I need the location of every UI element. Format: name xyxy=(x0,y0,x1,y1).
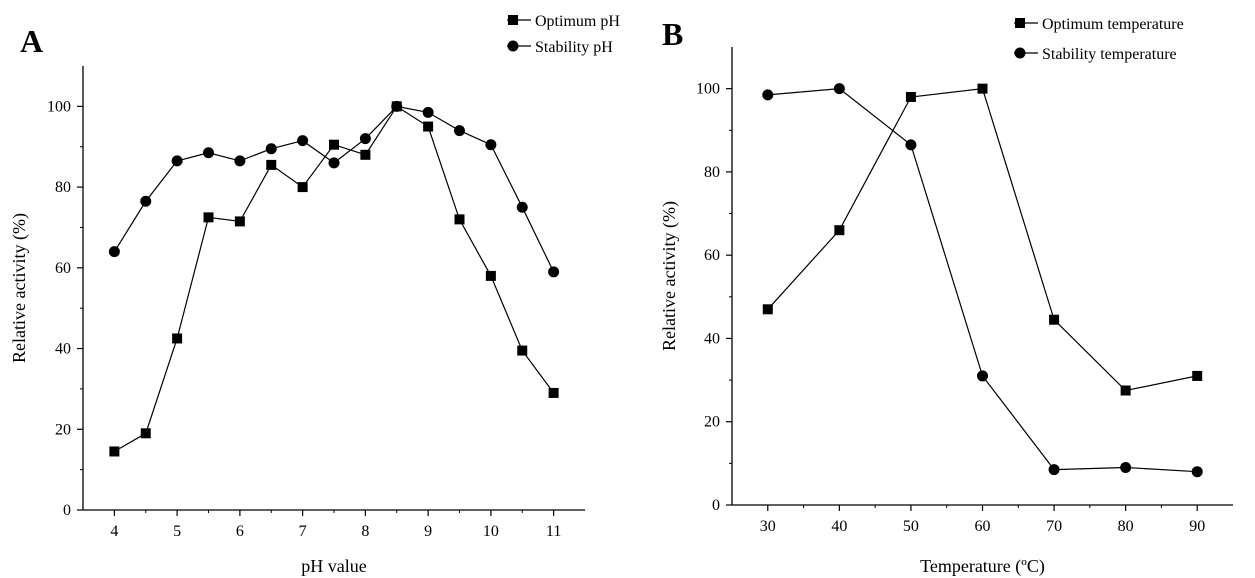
chart-a-stability-ph-line xyxy=(113,105,555,273)
chart-a-stability-ph-point xyxy=(171,155,183,167)
chart-a-y-tick-label: 80 xyxy=(55,179,71,196)
chart-a-legend-label: Optimum pH xyxy=(535,13,620,30)
chart-b-optimum-temperature-point xyxy=(977,83,988,94)
chart-a: A 0 20 40 60 80 100 4 5 6 7 8 9 10 11 Relative activity… xyxy=(9,13,620,576)
chart-b-x-tick-label: 60 xyxy=(975,518,991,535)
chart-a-y-tick-label: 60 xyxy=(55,260,71,277)
chart-b-stability-temperature-point xyxy=(1048,464,1060,476)
chart-b-x-tick-label: 90 xyxy=(1189,518,1205,535)
chart-a-optimum-ph-point xyxy=(203,212,214,223)
chart-a-optimum-ph-point xyxy=(266,159,277,170)
chart-b-x-tick-label: 80 xyxy=(1118,518,1134,535)
chart-b-y-tick-label: 20 xyxy=(704,414,720,431)
chart-a-optimum-ph-series xyxy=(109,101,559,457)
chart-b-panel-letter: B xyxy=(662,16,683,52)
chart-a-optimum-ph-point xyxy=(548,387,559,398)
chart-a-stability-ph-point xyxy=(391,100,403,112)
chart-a-optimum-ph-point xyxy=(423,121,434,132)
chart-a-optimum-ph-point xyxy=(360,149,371,160)
chart-a-optimum-ph-point xyxy=(109,446,120,457)
chart-b-optimum-temperature-point xyxy=(1120,385,1131,396)
chart-a-stability-ph-point xyxy=(328,157,340,169)
chart-a-stability-ph-point xyxy=(140,195,152,207)
chart-b-x-axis-title: Temperature (ºC) xyxy=(920,556,1045,577)
chart-b-x-tick-label: 50 xyxy=(903,518,919,535)
chart-a-optimum-ph-point xyxy=(297,182,308,193)
chart-a-optimum-ph-point xyxy=(485,270,496,281)
chart-a-optimum-ph-point xyxy=(517,345,528,356)
chart-b-stability-temperature-point xyxy=(1120,462,1132,474)
chart-a-optimum-ph-point xyxy=(454,214,465,225)
chart-b-legend-entry: Stability temperature xyxy=(1014,46,1177,63)
chart-a-x-tick-label: 11 xyxy=(546,523,561,540)
chart-a-optimum-ph-point xyxy=(234,216,245,227)
chart-a-stability-ph-point xyxy=(516,201,528,213)
chart-b-stability-temperature-series xyxy=(762,83,1203,478)
chart-a-x-tick-label: 9 xyxy=(424,523,432,540)
chart-a-optimum-ph-point xyxy=(140,428,151,439)
chart-a-stability-ph-point xyxy=(359,133,371,145)
chart-a-optimum-ph-point xyxy=(172,333,183,344)
chart-a-x-axis-title: pH value xyxy=(301,556,366,576)
chart-a-stability-ph-point xyxy=(265,143,277,155)
chart-b-optimum-temperature-point xyxy=(762,304,773,315)
chart-a-stability-ph-point xyxy=(108,246,120,258)
chart-a-x-tick-label: 4 xyxy=(110,523,118,540)
chart-a-legend-entry: Optimum pH xyxy=(507,13,620,30)
chart-b-stability-temperature-point xyxy=(977,370,988,382)
chart-a-stability-ph-point xyxy=(485,139,497,151)
chart-a-x-tick-label: 5 xyxy=(173,523,181,540)
chart-b-x-tick-label: 40 xyxy=(831,518,847,535)
chart-a-legend-marker xyxy=(508,15,518,25)
chart-a-stability-ph-point xyxy=(454,125,465,137)
chart-a-y-tick-label: 0 xyxy=(63,502,71,519)
chart-b-optimum-temperature-series xyxy=(762,83,1203,396)
chart-b-stability-temperature-point xyxy=(833,83,845,95)
chart-a-legend-entry: Stability pH xyxy=(507,39,613,56)
chart-b-optimum-temperature-point xyxy=(1049,314,1060,325)
chart-b-y-tick-label: 60 xyxy=(704,247,720,264)
chart-b-y-tick-label: 80 xyxy=(704,164,720,181)
chart-a-x-tick-label: 6 xyxy=(236,523,244,540)
chart-b-legend-label: Optimum temperature xyxy=(1042,16,1184,33)
chart-b-optimum-temperature-line xyxy=(767,87,1198,392)
chart-b-optimum-temperature-point xyxy=(905,91,916,102)
chart-b-optimum-temperature-point xyxy=(834,225,845,236)
chart-b-stability-temperature-point xyxy=(762,89,774,101)
chart-a-y-tick-label: 40 xyxy=(55,341,71,358)
chart-a-legend-marker xyxy=(507,40,519,52)
chart-b-x-tick-label: 70 xyxy=(1046,518,1062,535)
chart-b-legend-marker xyxy=(1014,47,1026,59)
chart-b-y-axis-title: Relative activity (%) xyxy=(659,201,680,351)
chart-a-stability-ph-point xyxy=(422,106,434,118)
chart-b-x-tick-label: 30 xyxy=(760,518,776,535)
chart-b-y-tick-label: 100 xyxy=(696,81,720,98)
chart-a-x-tick-label: 7 xyxy=(299,523,307,540)
chart-a-stability-ph-point xyxy=(234,155,246,167)
chart-a-stability-ph-point xyxy=(297,135,309,147)
chart-a-stability-ph-point xyxy=(203,147,214,159)
chart-b: B 0 20 40 60 80 100 30 40 50 60 70 80 90 Relative acti… xyxy=(659,16,1233,577)
chart-a-optimum-ph-point xyxy=(329,139,339,150)
chart-b-legend-marker xyxy=(1015,18,1025,28)
chart-b-y-tick-label: 0 xyxy=(712,497,720,514)
chart-a-y-tick-label: 100 xyxy=(47,98,71,115)
chart-b-stability-temperature-point xyxy=(905,139,917,151)
chart-b-optimum-temperature-point xyxy=(1192,370,1203,381)
chart-b-stability-temperature-line xyxy=(767,87,1198,473)
chart-a-stability-ph-point xyxy=(548,266,560,278)
chart-a-x-tick-label: 10 xyxy=(483,523,499,540)
chart-a-panel-letter: A xyxy=(20,23,43,59)
chart-b-legend-label: Stability temperature xyxy=(1042,46,1177,63)
chart-a-y-tick-label: 20 xyxy=(55,421,71,438)
chart-a-x-tick-label: 8 xyxy=(361,523,369,540)
chart-a-stability-ph-series xyxy=(108,100,560,278)
chart-b-stability-temperature-point xyxy=(1191,466,1203,478)
chart-b-y-tick-label: 40 xyxy=(704,330,720,347)
chart-a-y-axis-title: Relative activity (%) xyxy=(9,213,30,363)
chart-a-legend-label: Stability pH xyxy=(535,39,613,56)
chart-b-legend-entry: Optimum temperature xyxy=(1014,16,1184,33)
